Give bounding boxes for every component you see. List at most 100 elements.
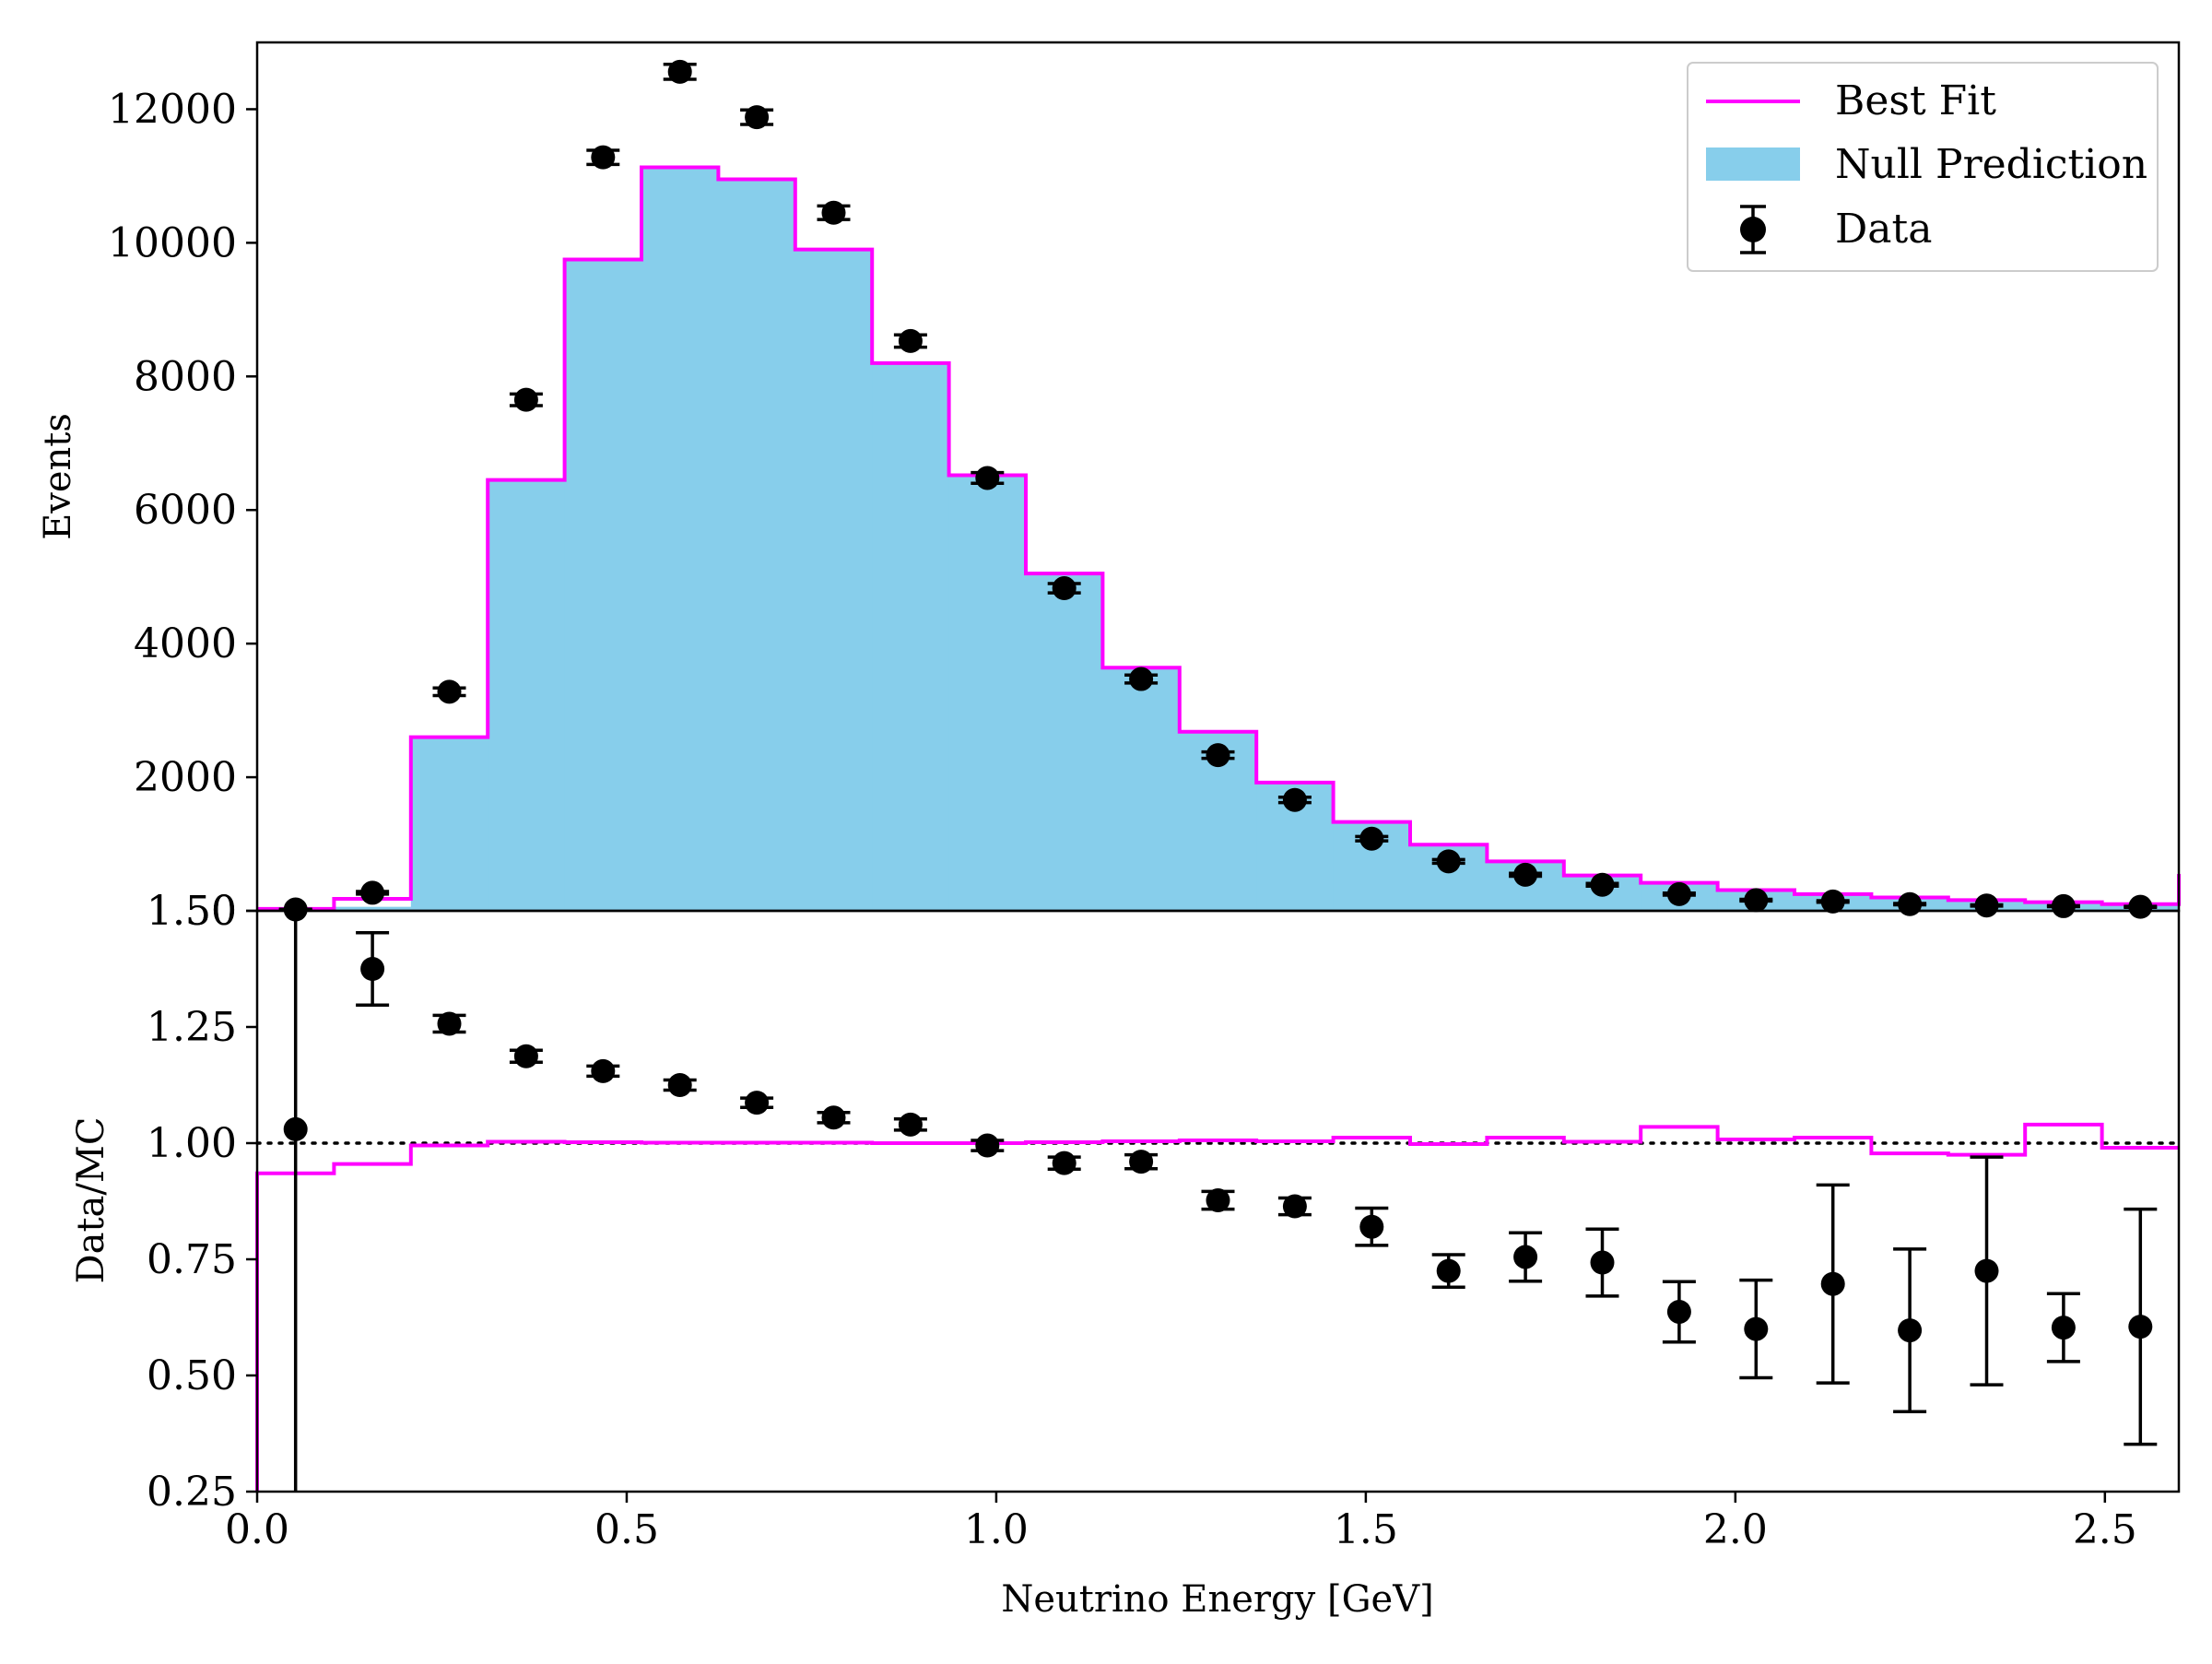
null-prediction-bar — [1026, 573, 1103, 911]
null-prediction-bar — [872, 362, 950, 911]
legend-data-swatch — [1740, 205, 1766, 254]
ratio-point — [1201, 1187, 1235, 1212]
data-marker — [1820, 889, 1845, 914]
data-point — [971, 466, 1005, 490]
null-prediction-bar — [488, 479, 566, 911]
ratio-marker — [2051, 1316, 2076, 1340]
data-point — [1816, 889, 1850, 914]
data-marker — [1436, 849, 1461, 874]
ratio-marker — [1898, 1318, 1923, 1343]
main-y-ticks: 1.50 2000 4000 6000 8000 10000 12000 — [108, 86, 257, 935]
null-prediction-area — [257, 167, 2180, 912]
ratio-point — [283, 911, 308, 1492]
null-prediction-bar — [718, 179, 796, 912]
data-marker — [513, 387, 538, 412]
ratio-marker — [821, 1105, 846, 1130]
x-tick-label: 1.5 — [1334, 1506, 1398, 1553]
data-marker — [1206, 743, 1230, 768]
ratio-marker — [745, 1091, 770, 1115]
ratio-point — [586, 1058, 620, 1083]
ratio-point — [1509, 1231, 1543, 1283]
data-marker — [437, 679, 462, 704]
ratio-plot-frame — [255, 909, 2181, 1493]
best-fit-ratio-step-line — [255, 1122, 2179, 1492]
ratio-y-tick-label: 0.25 — [147, 1469, 237, 1516]
ratio-marker — [360, 957, 385, 981]
legend-best-fit-label: Best Fit — [1835, 77, 1996, 124]
ratio-y-tick-label: 1.00 — [147, 1120, 237, 1167]
legend-null-prediction-swatch — [1706, 148, 1800, 181]
ratio-marker — [1666, 1299, 1691, 1324]
ratio-marker — [591, 1058, 616, 1083]
ratio-point — [893, 1112, 927, 1137]
ratio-point — [740, 1091, 774, 1115]
ratio-marker — [1206, 1187, 1230, 1212]
null-prediction-bar — [1102, 667, 1181, 911]
ratio-y-ticks: 0.25 0.50 0.75 1.00 1.25 1.50 — [147, 888, 257, 1516]
main-y-tick-label: 10000 — [108, 219, 237, 266]
ratio-point — [1431, 1253, 1465, 1289]
data-marker — [2051, 893, 2076, 918]
x-tick-label: 0.5 — [594, 1506, 659, 1553]
data-points-top — [278, 59, 2158, 922]
legend-data-label: Data — [1835, 206, 1932, 253]
x-ticks: 0.0 0.5 1.0 1.5 2.0 2.5 — [225, 1492, 2137, 1553]
ratio-marker — [283, 1116, 308, 1141]
ratio-marker — [437, 1011, 462, 1036]
data-marker — [591, 145, 616, 170]
x-tick-label: 2.5 — [2073, 1506, 2137, 1553]
ratio-marker — [1436, 1258, 1461, 1283]
data-point — [1355, 826, 1389, 851]
data-marker — [1744, 888, 1769, 913]
legend: Best Fit Null Prediction Data — [1687, 62, 2159, 272]
data-point — [2046, 893, 2080, 918]
data-marker — [360, 880, 385, 905]
ratio-point — [1739, 1278, 1773, 1380]
data-points-ratio — [283, 911, 2158, 1492]
data-point — [1047, 576, 1081, 601]
ratio-marker — [1359, 1214, 1384, 1239]
null-prediction-bar — [564, 259, 642, 911]
null-prediction-bar — [334, 906, 412, 911]
ratio-point — [1585, 1227, 1619, 1298]
x-axis-title: Neutrino Energy [GeV] — [1001, 1578, 1433, 1621]
ratio-y-tick-label: 0.75 — [147, 1236, 237, 1283]
data-point — [432, 679, 466, 704]
ratio-marker — [667, 1073, 692, 1097]
main-y-tick-label: 2000 — [134, 754, 237, 801]
best-fit-line-ratio — [255, 1122, 2179, 1492]
data-point — [663, 59, 697, 84]
data-marker — [821, 200, 846, 225]
data-marker — [1898, 891, 1923, 916]
ratio-y-tick-label: 1.50 — [147, 888, 237, 935]
ratio-point — [1893, 1247, 1927, 1414]
ratio-marker — [1513, 1245, 1538, 1269]
data-marker — [1359, 826, 1384, 851]
data-point — [2124, 894, 2158, 919]
data-point — [1662, 881, 1696, 906]
data-point — [356, 880, 390, 905]
data-marker — [1974, 893, 1999, 918]
ratio-y-axis-title: Data/MC — [70, 1117, 112, 1284]
ratio-marker — [975, 1133, 1000, 1158]
ratio-marker — [1974, 1258, 1999, 1283]
data-marker — [2128, 894, 2153, 919]
data-point — [586, 145, 620, 170]
null-prediction-bar — [948, 475, 1027, 911]
null-prediction-bar — [641, 167, 719, 912]
ratio-point — [2124, 1207, 2158, 1446]
ratio-point — [1662, 1280, 1696, 1344]
ratio-y-tick-label: 1.25 — [147, 1004, 237, 1051]
null-prediction-bar — [794, 249, 873, 912]
data-marker — [1513, 862, 1538, 887]
x-tick-label: 2.0 — [1703, 1506, 1768, 1553]
legend-null-prediction-label: Null Prediction — [1835, 141, 2147, 188]
data-marker — [975, 466, 1000, 490]
ratio-marker — [1282, 1194, 1307, 1219]
main-y-tick-label: 8000 — [134, 353, 237, 400]
ratio-marker — [1052, 1151, 1077, 1175]
data-point — [1277, 787, 1312, 812]
ratio-marker — [898, 1112, 923, 1137]
ratio-point — [1047, 1151, 1081, 1175]
